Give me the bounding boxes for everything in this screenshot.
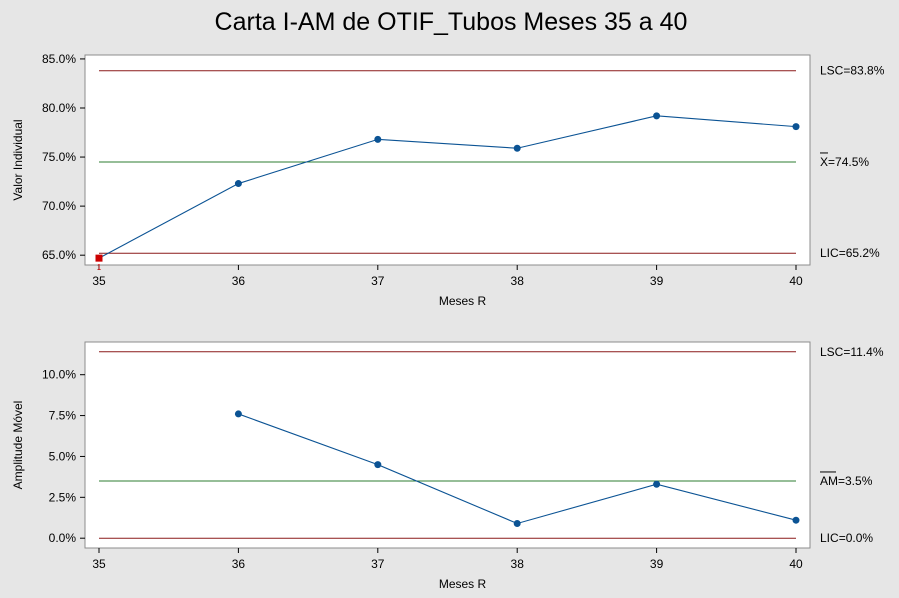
data-point-out-of-control <box>95 254 103 262</box>
chart-title: Carta I-AM de OTIF_Tubos Meses 35 a 40 <box>215 8 688 36</box>
data-point <box>653 480 661 488</box>
y-axis-label: Amplitude Móvel <box>11 401 25 490</box>
test-failure-label: 1 <box>97 263 102 272</box>
panel-1: 65.0% 70.0% 75.0% 80.0% 85.0% 35 36 37 38 39 40 Mes… <box>11 52 885 308</box>
reference-label-center: X=74.5% <box>820 155 869 169</box>
panel-2: 0.0% 2.5% 5.0% 7.5% 10.0% 35 36 37 38 39 40 Meses R… <box>11 341 884 591</box>
x-tick-label: 40 <box>789 274 803 288</box>
x-tick-label: 40 <box>789 557 803 571</box>
y-tick-label: 5.0% <box>49 449 77 463</box>
reference-label-ucl: LSC=11.4% <box>820 345 884 359</box>
data-point <box>513 519 521 527</box>
plot-area <box>84 54 811 266</box>
y-tick-label: 70.0% <box>42 199 76 213</box>
data-point <box>653 112 661 120</box>
plot-area <box>84 341 811 549</box>
data-point <box>234 180 242 188</box>
data-point <box>513 144 521 152</box>
x-tick-label: 38 <box>511 557 525 571</box>
reference-label-lcl: LIC=0.0% <box>820 531 873 545</box>
y-tick-label: 75.0% <box>42 150 76 164</box>
y-tick-label: 10.0% <box>42 368 76 382</box>
y-tick-label: 0.0% <box>49 531 77 545</box>
y-tick-label: 65.0% <box>42 248 76 262</box>
y-tick-label: 85.0% <box>42 52 76 66</box>
data-point <box>792 516 800 524</box>
reference-label-lcl: LIC=65.2% <box>820 246 880 260</box>
y-tick-label: 7.5% <box>49 409 77 423</box>
series-line <box>98 115 797 259</box>
x-tick-label: 35 <box>92 557 106 571</box>
reference-label-center: AM=3.5% <box>820 474 873 488</box>
data-point <box>374 135 382 143</box>
y-tick-label: 80.0% <box>42 101 76 115</box>
x-tick-label: 39 <box>650 274 664 288</box>
x-tick-label: 36 <box>232 557 246 571</box>
data-point <box>792 123 800 131</box>
data-point <box>374 461 382 469</box>
y-tick-label: 2.5% <box>49 490 77 504</box>
x-axis-label: Meses R <box>439 294 487 308</box>
chart-panels: 65.0% 70.0% 75.0% 80.0% 85.0% 35 36 37 38 39 40 Mes… <box>11 52 885 591</box>
x-tick-label: 37 <box>371 274 385 288</box>
reference-label-ucl: LSC=83.8% <box>820 64 885 78</box>
x-tick-label: 38 <box>511 274 525 288</box>
data-point <box>234 410 242 418</box>
x-tick-label: 39 <box>650 557 664 571</box>
x-axis-label: Meses R <box>439 577 487 591</box>
y-axis-label: Valor Individual <box>11 119 25 200</box>
x-tick-label: 37 <box>371 557 385 571</box>
x-tick-label: 35 <box>92 274 106 288</box>
x-tick-label: 36 <box>232 274 246 288</box>
